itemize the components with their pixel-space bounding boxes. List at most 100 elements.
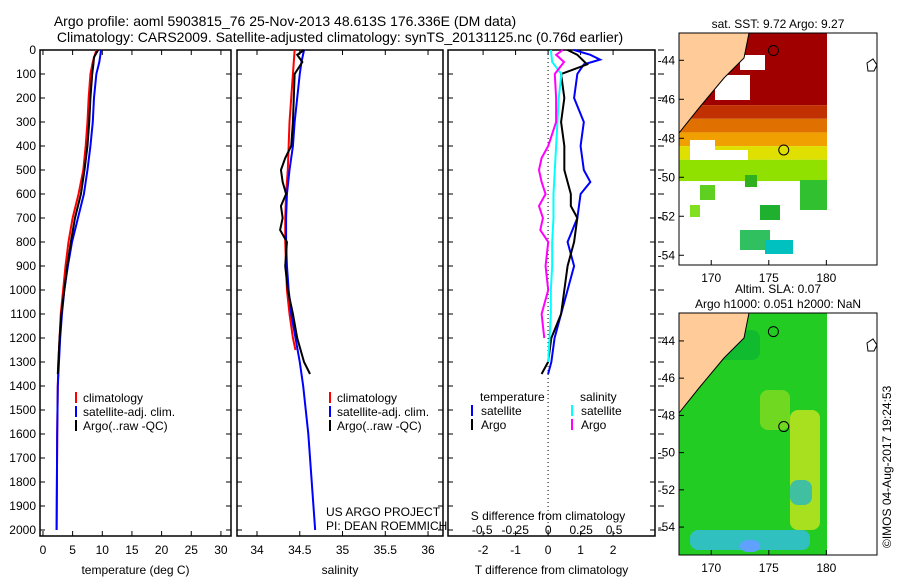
- y-tick-label: 2000: [9, 523, 36, 537]
- series-s-argo: [537, 49, 566, 339]
- legend-swatch: [571, 419, 573, 430]
- sst-field: [679, 132, 827, 147]
- pi-text: PI: DEAN ROEMMICH: [326, 519, 447, 533]
- legend-label: Argo(..raw -QC): [337, 419, 422, 433]
- y-tick-label: 0: [29, 43, 36, 57]
- legend-title-salinity: salinity: [580, 390, 617, 404]
- lat-tick-label: -46: [658, 92, 676, 106]
- legend-swatch: [471, 405, 473, 416]
- legend-label: Argo(..raw -QC): [83, 419, 168, 433]
- float-position-marker: [778, 144, 790, 156]
- y-tick-label: 700: [16, 211, 36, 225]
- sst-patch: [740, 230, 770, 250]
- y-tick-label: 1800: [9, 475, 36, 489]
- title-line1: Argo profile: aoml 5903815_76 25-Nov-201…: [54, 13, 516, 29]
- lon-tick-label: 180: [816, 271, 836, 285]
- y-tick-label: 900: [16, 259, 36, 273]
- legend-swatch: [571, 405, 573, 416]
- map-sst: 170 175 180 -44 -46 -48 -50 -52 -54 sat. SST: 9.7…: [658, 17, 878, 285]
- x2-tick-label: 0.25: [569, 523, 593, 537]
- panel-difference: -2 -1 0 1 2 T difference from climatology -0.5…: [447, 49, 664, 577]
- x2-tick-label: 0.5: [606, 523, 623, 537]
- y-tick-label: 400: [16, 139, 36, 153]
- y-tick-label: 800: [16, 235, 36, 249]
- x-axis-label: T difference from climatology: [475, 563, 629, 577]
- series-argo---raw--qc-: [279, 49, 311, 375]
- lat-tick-label: -44: [658, 53, 676, 67]
- map-title: Argo h1000: 0.051 h2000: NaN: [695, 297, 861, 311]
- x-tick-label: 35: [336, 543, 350, 557]
- map-title: Altim. SLA: 0.07: [735, 282, 821, 296]
- sst-patch: [700, 185, 715, 200]
- float-position-marker: [778, 421, 790, 433]
- sst-patch: [760, 205, 780, 220]
- y-tick-label: 1100: [10, 307, 36, 321]
- x-tick-label: 20: [155, 543, 169, 557]
- lon-tick-label: 170: [701, 561, 721, 575]
- panel-salinity: 34 34.5 35 35.5 36 salinity climatologysatelli…: [236, 49, 447, 577]
- y-tick-label: 1500: [9, 403, 36, 417]
- series-satellite-adj--clim-: [55, 49, 103, 531]
- series-t-argo: [540, 49, 589, 375]
- sst-missing: [708, 150, 748, 160]
- lon-tick-label: 170: [701, 271, 721, 285]
- map-frame: [678, 312, 878, 556]
- lat-tick-label: -50: [658, 170, 676, 184]
- x-tick-label: 36: [421, 543, 435, 557]
- y-tick-label: 100: [16, 67, 36, 81]
- y-tick-label: 500: [16, 163, 36, 177]
- lat-tick-label: -48: [658, 408, 676, 422]
- x2-tick-label: -0.25: [502, 523, 530, 537]
- y-tick-label: 1700: [9, 451, 36, 465]
- legend-swatch: [329, 406, 331, 417]
- x-tick-label: 0: [545, 543, 552, 557]
- x2-axis-label: S difference from climatology: [471, 509, 626, 523]
- legend-swatch: [75, 420, 77, 431]
- x-tick-label: 34.5: [288, 543, 312, 557]
- series-climatology: [55, 49, 98, 531]
- x-tick-label: 10: [96, 543, 110, 557]
- legend-label: Argo: [581, 418, 607, 432]
- y-tick-label: 1300: [9, 355, 36, 369]
- legend-label: satellite-adj. clim.: [337, 405, 429, 419]
- sla-patch: [760, 390, 790, 430]
- y-tick-label: 1900: [9, 499, 36, 513]
- panel-temperature: 0100200300400500600700800900100011001200…: [9, 43, 232, 577]
- legend-label: climatology: [337, 391, 397, 405]
- lat-tick-label: -52: [658, 209, 676, 223]
- legend-swatch: [75, 406, 77, 417]
- x-tick-label: 1: [577, 543, 584, 557]
- sst-field: [679, 105, 827, 119]
- lat-tick-label: -50: [658, 446, 676, 460]
- y-tick-label: 1600: [9, 427, 36, 441]
- sst-field: [679, 118, 827, 133]
- float-position-marker: [767, 326, 779, 338]
- x-tick-label: 15: [125, 543, 139, 557]
- lon-tick-label: 175: [759, 561, 779, 575]
- y-tick-label: 1000: [9, 283, 36, 297]
- x-tick-label: 35.5: [374, 543, 398, 557]
- sst-patch: [745, 175, 757, 187]
- x-axis-label: salinity: [322, 563, 359, 577]
- map-frame: [678, 32, 878, 266]
- title-line2: Climatology: CARS2009. Satellite-adjuste…: [57, 29, 623, 45]
- y-tick-label: 300: [16, 115, 36, 129]
- series-s-satellite: [547, 49, 563, 363]
- lat-tick-label: -54: [658, 248, 676, 262]
- map-sla: 170 175 180 -44 -46 -48 -50 -52 -54 Altim. SLA: 0…: [658, 282, 878, 575]
- x-tick-label: 34: [250, 543, 264, 557]
- legend-swatch: [329, 392, 331, 403]
- lon-tick-label: 180: [816, 561, 836, 575]
- lat-tick-label: -52: [658, 483, 676, 497]
- legend-swatch: [471, 419, 473, 430]
- sst-patch: [765, 240, 793, 254]
- x-tick-label: -1: [510, 543, 521, 557]
- sst-field: [679, 159, 827, 182]
- panel-frame: [39, 49, 232, 537]
- lat-tick-label: -54: [658, 520, 676, 534]
- lat-tick-label: -44: [658, 334, 676, 348]
- x-tick-label: 30: [214, 543, 228, 557]
- y-tick-label: 600: [16, 187, 36, 201]
- series-argo---raw--qc-: [56, 49, 99, 375]
- copyright-text: ©IMOS 04-Aug-2017 19:24:53: [880, 385, 894, 548]
